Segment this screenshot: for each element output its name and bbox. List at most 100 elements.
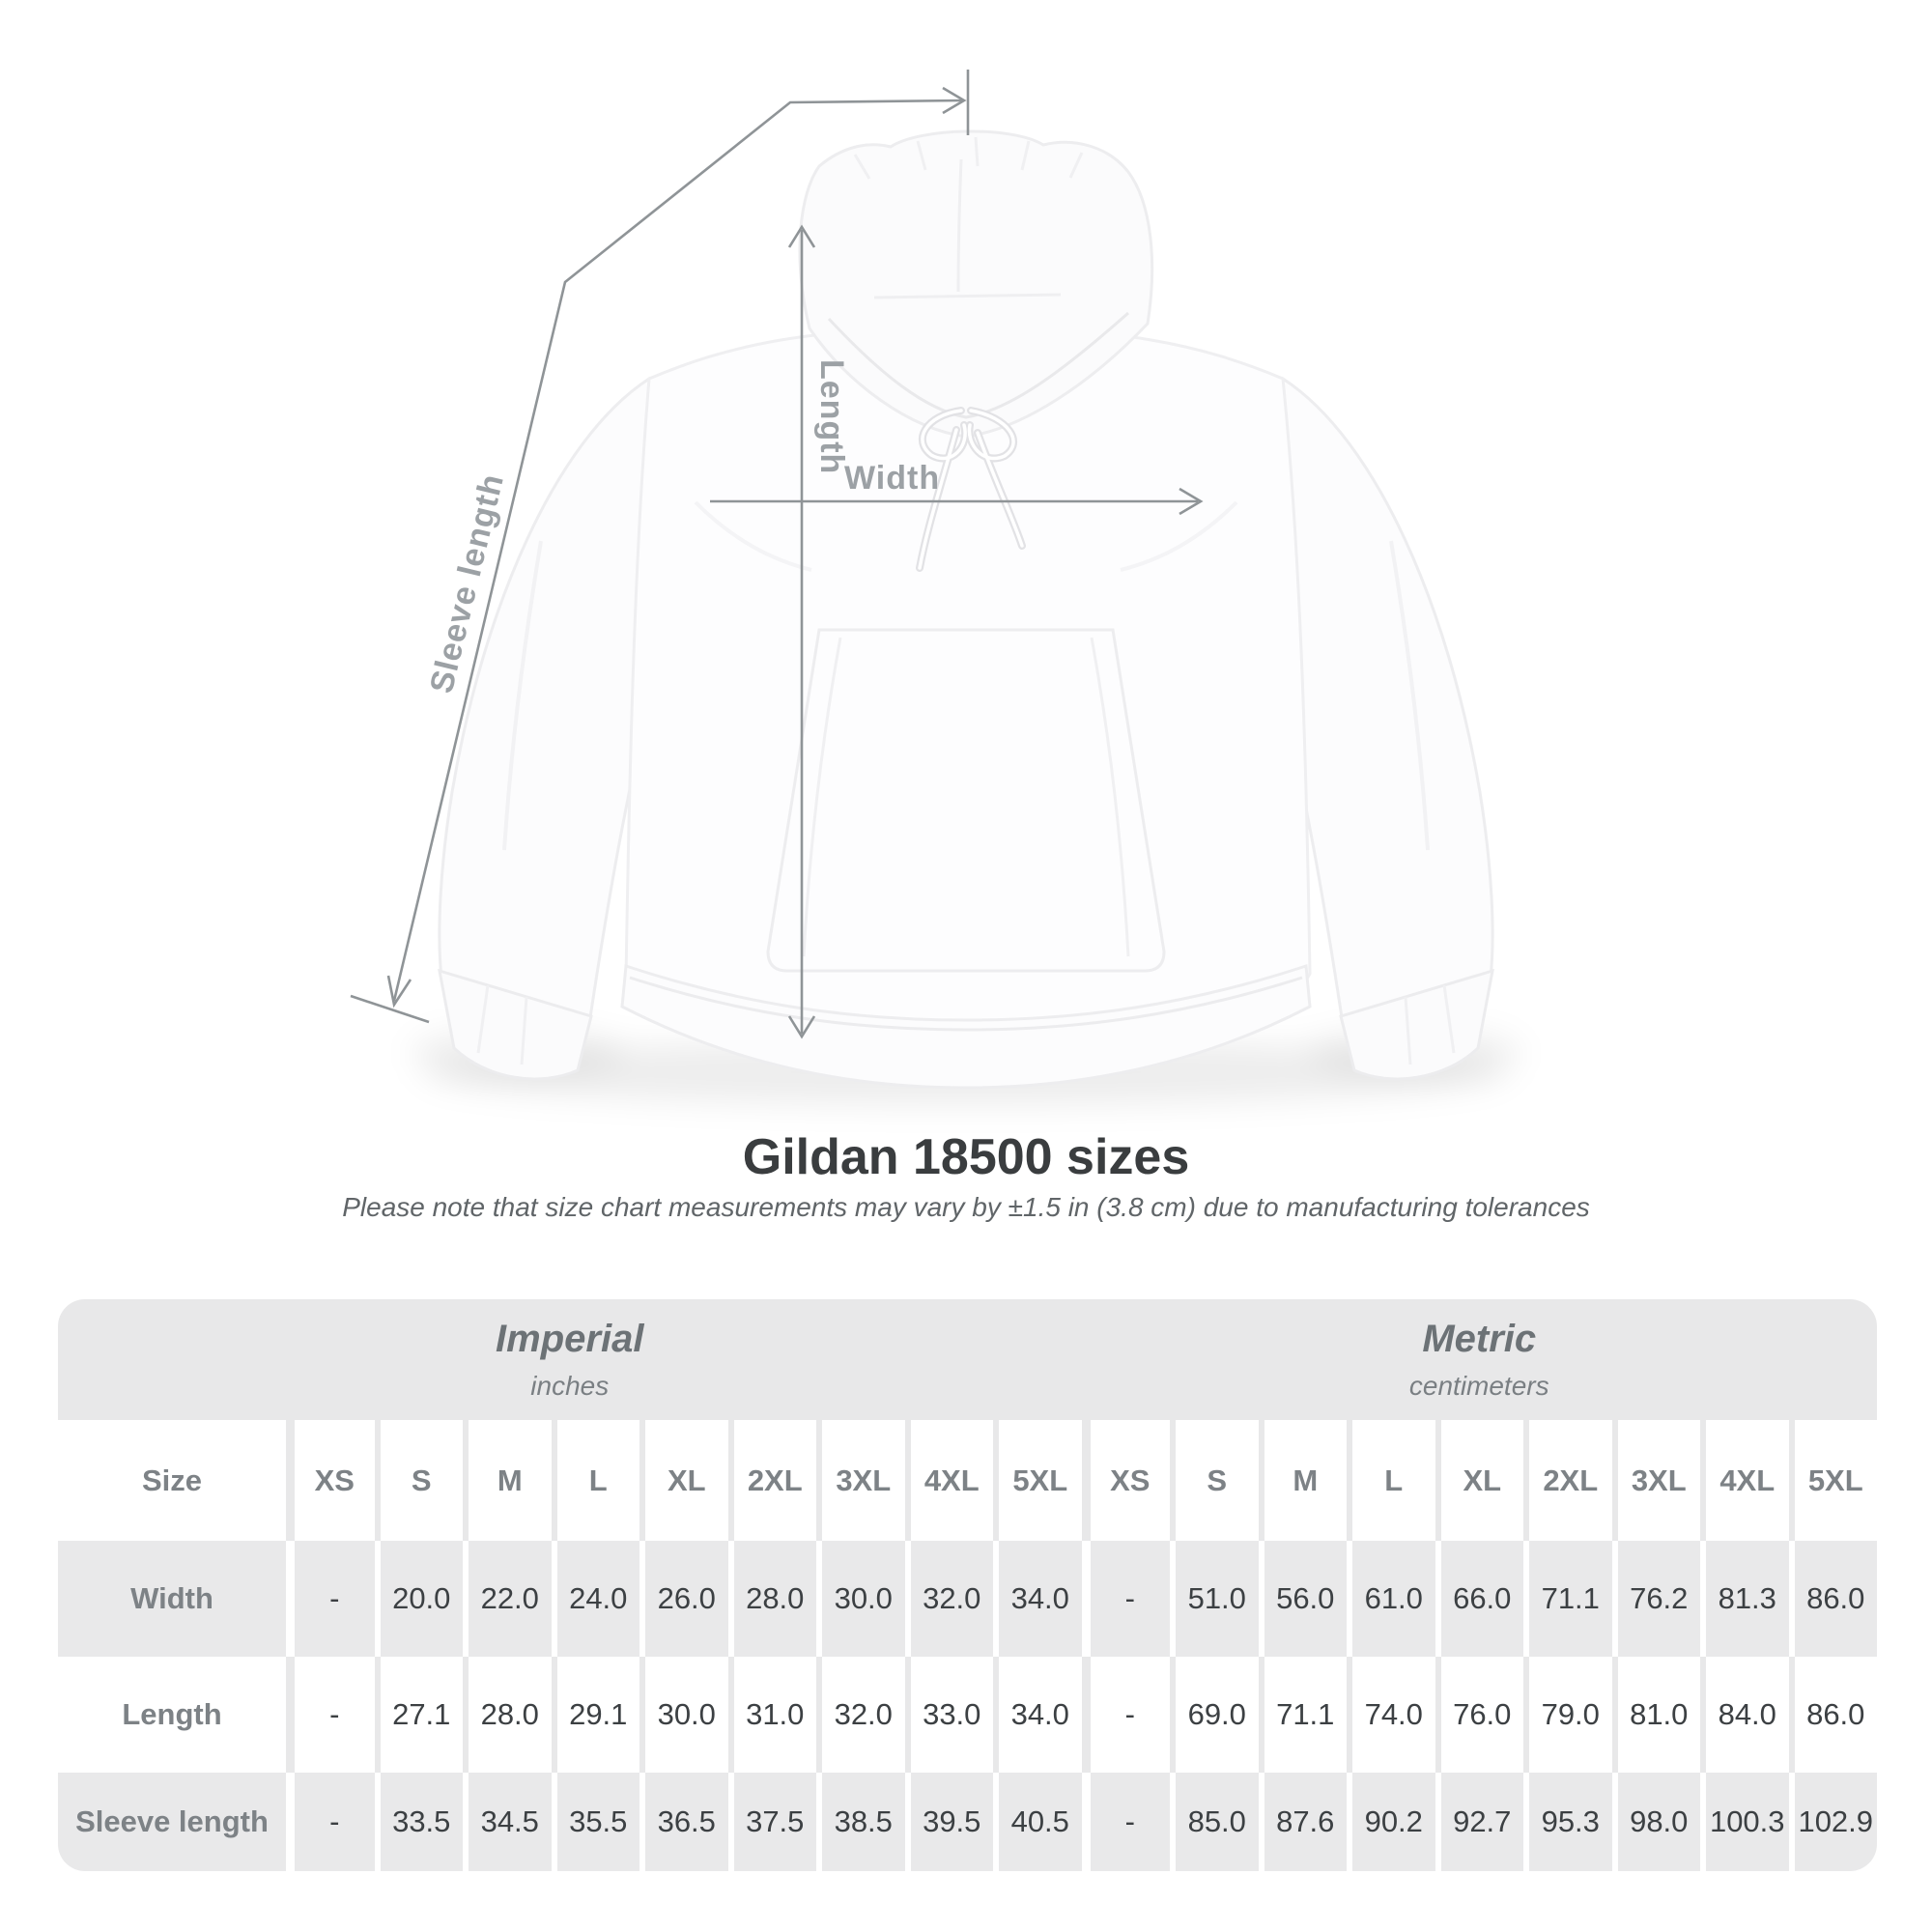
measurement-cell: - — [286, 1773, 375, 1871]
measurement-cell: 22.0 — [463, 1541, 552, 1657]
measurement-cell: 24.0 — [551, 1541, 640, 1657]
measurement-cell: 51.0 — [1170, 1541, 1259, 1657]
measurement-cell: 33.5 — [374, 1773, 464, 1871]
measurement-cell: 30.0 — [816, 1541, 905, 1657]
hoodie-figure: Length Width Sleeve length — [350, 70, 1521, 1105]
measurement-cell: 71.1 — [1523, 1541, 1612, 1657]
measurement-cell: 20.0 — [374, 1541, 464, 1657]
length-measure-line — [787, 224, 816, 1039]
measurement-cell: 90.2 — [1347, 1773, 1435, 1871]
page-title: Gildan 18500 sizes — [742, 1129, 1190, 1185]
measurement-cell: - — [1081, 1541, 1171, 1657]
measurement-cell: - — [286, 1541, 375, 1657]
measurement-cell: 86.0 — [1788, 1657, 1878, 1773]
measurement-cell: 92.7 — [1435, 1773, 1524, 1871]
width-measure-line — [710, 487, 1204, 516]
measurement-cell: 79.0 — [1523, 1657, 1612, 1773]
measurement-cell: 37.5 — [727, 1773, 817, 1871]
size-table: Imperial inches Metric centimeters Size … — [58, 1299, 1877, 1871]
measurement-cell: 76.0 — [1435, 1657, 1524, 1773]
size-col-header: 5XL — [993, 1420, 1082, 1541]
measurement-cell: 28.0 — [727, 1541, 817, 1657]
measurement-cell: 28.0 — [463, 1657, 552, 1773]
measurement-cell: 81.3 — [1700, 1541, 1789, 1657]
measurement-cell: 30.0 — [639, 1657, 728, 1773]
measurement-cell: 69.0 — [1170, 1657, 1259, 1773]
measurement-cell: 32.0 — [816, 1657, 905, 1773]
measurement-cell: 33.0 — [904, 1657, 994, 1773]
size-col-header: XL — [1435, 1420, 1524, 1541]
size-col-header: 3XL — [1611, 1420, 1701, 1541]
width-dimension-label: Width — [844, 460, 941, 497]
measurement-cell: 38.5 — [816, 1773, 905, 1871]
measurement-cell: 56.0 — [1258, 1541, 1348, 1657]
measurement-cell: 85.0 — [1170, 1773, 1259, 1871]
hoodie-left-sleeve — [438, 376, 684, 1081]
size-col-header: 4XL — [1700, 1420, 1789, 1541]
measurement-cell: 100.3 — [1700, 1773, 1789, 1871]
measurement-cell: 74.0 — [1347, 1657, 1435, 1773]
sleeve-length-row: Sleeve length - 33.5 34.5 35.5 36.5 37.5… — [58, 1773, 1877, 1871]
size-column-title: Size — [141, 1463, 203, 1497]
row-label: Sleeve length — [75, 1804, 269, 1838]
size-col-header: M — [1258, 1420, 1348, 1541]
size-col-header: XS — [286, 1420, 375, 1541]
size-col-header: 5XL — [1788, 1420, 1878, 1541]
measurement-cell: 102.9 — [1788, 1773, 1878, 1871]
metric-title: Metric — [1422, 1318, 1537, 1360]
row-label: Width — [130, 1581, 213, 1615]
measurement-cell: 61.0 — [1347, 1541, 1435, 1657]
measurement-cell: 26.0 — [639, 1541, 728, 1657]
size-col-header: M — [463, 1420, 552, 1541]
imperial-section-header: Imperial inches — [58, 1299, 1082, 1420]
length-dimension-label: Length — [813, 359, 850, 475]
measurement-cell: 34.0 — [993, 1541, 1082, 1657]
size-col-header: XL — [639, 1420, 728, 1541]
size-header-row: Size XS S M L XL 2XL 3XL 4XL 5XL XS S M … — [58, 1420, 1877, 1541]
metric-unit: centimeters — [1408, 1371, 1549, 1401]
measurement-cell: 95.3 — [1523, 1773, 1612, 1871]
measurement-cell: - — [1081, 1773, 1171, 1871]
measurement-cell: 84.0 — [1700, 1657, 1789, 1773]
measurement-cell: 29.1 — [551, 1657, 640, 1773]
hoodie-right-sleeve — [1248, 376, 1494, 1081]
metric-section-header: Metric centimeters — [1082, 1299, 1878, 1420]
hoodie-hood — [798, 129, 1154, 572]
imperial-unit: inches — [530, 1371, 610, 1401]
size-col-header: 4XL — [904, 1420, 994, 1541]
tolerance-note: Please note that size chart measurements… — [342, 1192, 1590, 1222]
measurement-cell: 76.2 — [1611, 1541, 1701, 1657]
measurement-cell: 34.0 — [993, 1657, 1082, 1773]
size-col-header: S — [1170, 1420, 1259, 1541]
size-col-header: XS — [1081, 1420, 1171, 1541]
size-col-header: S — [374, 1420, 464, 1541]
measurement-cell: 87.6 — [1258, 1773, 1348, 1871]
measurement-cell: 40.5 — [993, 1773, 1082, 1871]
measurement-cell: 36.5 — [639, 1773, 728, 1871]
measurement-cell: 32.0 — [904, 1541, 994, 1657]
measurement-cell: - — [1081, 1657, 1171, 1773]
imperial-title: Imperial — [496, 1318, 644, 1360]
measurement-cell: - — [286, 1657, 375, 1773]
measurement-cell: 81.0 — [1611, 1657, 1701, 1773]
size-col-header: 2XL — [727, 1420, 817, 1541]
hoodie-body — [620, 325, 1312, 1090]
unit-header-band: Imperial inches Metric centimeters — [58, 1299, 1877, 1420]
measurement-cell: 71.1 — [1258, 1657, 1348, 1773]
measurement-cell: 39.5 — [904, 1773, 994, 1871]
size-col-header: L — [551, 1420, 640, 1541]
measurement-cell: 27.1 — [374, 1657, 464, 1773]
measurement-cell: 66.0 — [1435, 1541, 1524, 1657]
hoodie-illustration — [350, 70, 1521, 1105]
size-col-header: 2XL — [1523, 1420, 1612, 1541]
row-label: Length — [122, 1697, 222, 1731]
measurement-lines — [350, 70, 1204, 1039]
measurement-cell: 34.5 — [463, 1773, 552, 1871]
measurement-cell: 98.0 — [1611, 1773, 1701, 1871]
measurement-cell: 35.5 — [551, 1773, 640, 1871]
measurement-cell: 86.0 — [1788, 1541, 1878, 1657]
size-col-header: 3XL — [816, 1420, 905, 1541]
width-row: Width - 20.0 22.0 24.0 26.0 28.0 30.0 32… — [58, 1541, 1877, 1657]
sleeve-length-measure-line — [350, 70, 970, 1024]
